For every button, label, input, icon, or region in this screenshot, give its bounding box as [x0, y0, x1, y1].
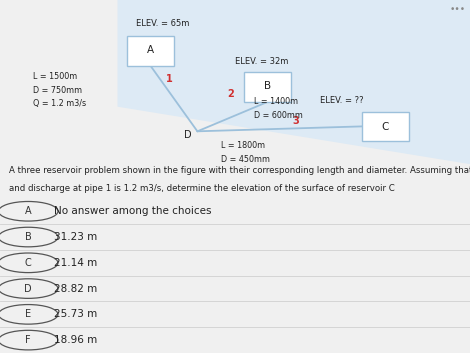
FancyBboxPatch shape	[127, 36, 174, 66]
Text: 3: 3	[293, 116, 299, 126]
Text: C: C	[382, 122, 389, 132]
Text: A three reservoir problem shown in the figure with their corresponding length an: A three reservoir problem shown in the f…	[9, 166, 470, 175]
Text: F: F	[25, 335, 31, 345]
Text: 18.96 m: 18.96 m	[54, 335, 97, 345]
Text: 28.82 m: 28.82 m	[54, 283, 97, 294]
Text: L = 1500m
D = 750mm
Q = 1.2 m3/s: L = 1500m D = 750mm Q = 1.2 m3/s	[33, 72, 86, 108]
Text: 25.73 m: 25.73 m	[54, 309, 97, 319]
FancyBboxPatch shape	[244, 72, 291, 102]
Text: ELEV. = ??: ELEV. = ??	[320, 96, 363, 105]
Text: C: C	[25, 258, 31, 268]
Polygon shape	[118, 0, 470, 164]
Text: L = 1800m
D = 450mm: L = 1800m D = 450mm	[221, 142, 270, 164]
Text: A: A	[147, 45, 154, 55]
Text: ELEV. = 32m: ELEV. = 32m	[235, 57, 289, 66]
Text: and discharge at pipe 1 is 1.2 m3/s, determine the elevation of the surface of r: and discharge at pipe 1 is 1.2 m3/s, det…	[9, 184, 395, 192]
Text: 31.23 m: 31.23 m	[54, 232, 97, 242]
Text: B: B	[264, 81, 272, 91]
Text: 2: 2	[227, 89, 234, 98]
Text: •••: •••	[449, 5, 465, 14]
Text: ELEV. = 65m: ELEV. = 65m	[136, 19, 190, 28]
Text: No answer among the choices: No answer among the choices	[54, 206, 212, 216]
Text: E: E	[25, 309, 31, 319]
Text: D: D	[24, 283, 32, 294]
Text: 21.14 m: 21.14 m	[54, 258, 97, 268]
FancyBboxPatch shape	[362, 112, 409, 141]
Text: A: A	[25, 206, 31, 216]
Text: 1: 1	[166, 74, 172, 84]
Text: B: B	[25, 232, 31, 242]
Text: D: D	[184, 130, 192, 140]
Text: L = 1400m
D = 600mm: L = 1400m D = 600mm	[254, 97, 303, 120]
